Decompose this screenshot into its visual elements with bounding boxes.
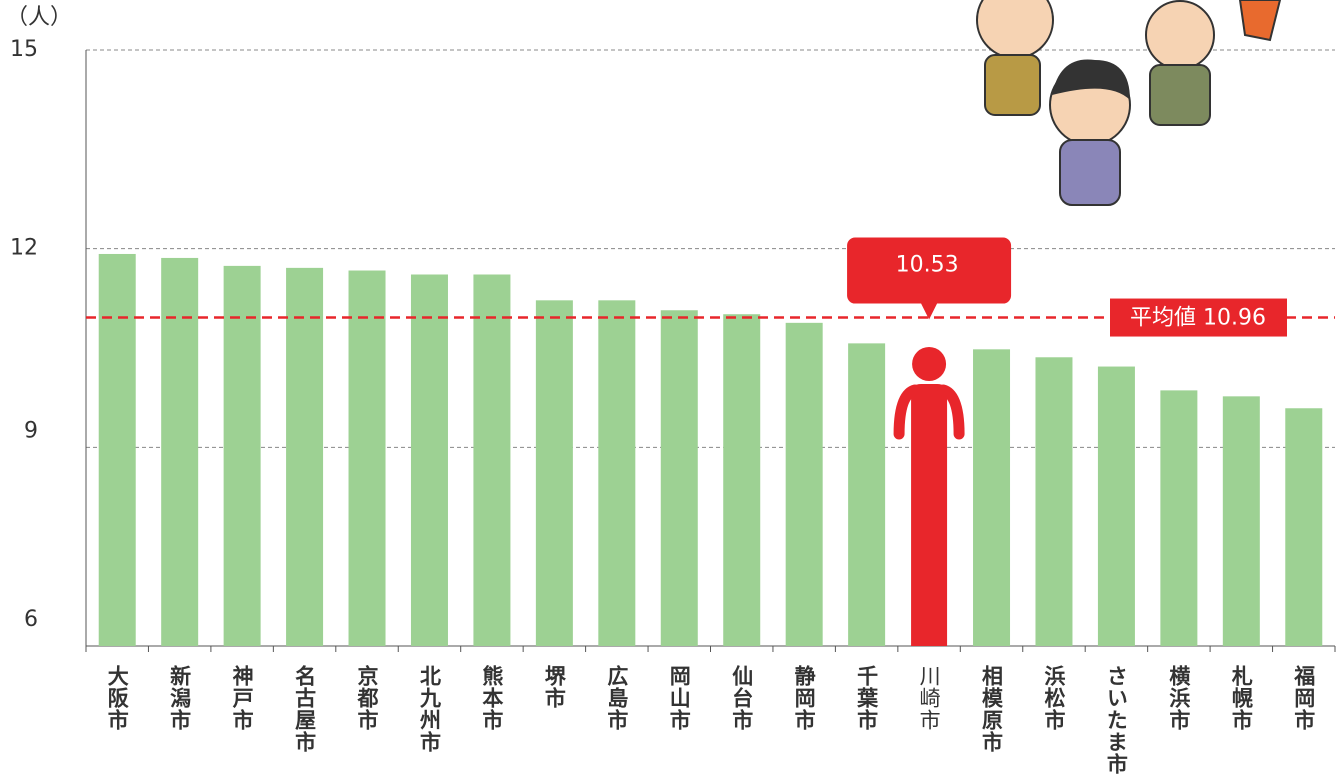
bar — [1223, 396, 1260, 646]
bar — [973, 349, 1010, 646]
bar — [1098, 367, 1135, 646]
y-axis-label: （人） — [6, 5, 72, 30]
page: {"chart_data": {"type": "bar", "y_label"… — [0, 0, 1340, 782]
x-tick-label: 福岡市 — [1292, 665, 1317, 731]
x-tick-label: 堺市 — [542, 665, 566, 709]
person-head — [912, 347, 946, 381]
callout — [847, 238, 1011, 320]
bar — [224, 266, 261, 646]
bar — [99, 254, 136, 646]
x-tick-label: 仙台市 — [730, 664, 754, 731]
chart: （人） 6 9 12 15 大阪市 新潟市 神戸市 名古屋市 京都市 北九州市 熊本市 堺市 広島市 岡山… — [0, 0, 1340, 782]
x-tick-label: 名古屋市 — [293, 664, 317, 753]
bar — [411, 274, 448, 646]
bar — [786, 323, 823, 646]
bar — [723, 314, 760, 646]
x-tick-label: 北九州市 — [417, 665, 442, 753]
y-tick-label: 12 — [10, 236, 38, 261]
x-tick-label: 京都市 — [355, 664, 380, 731]
person-body — [911, 384, 947, 646]
x-tick-label: 神戸市 — [230, 664, 254, 731]
bar — [598, 300, 635, 646]
y-tick-label: 9 — [24, 418, 38, 443]
bar — [349, 271, 386, 646]
bar — [161, 258, 198, 646]
x-tick-label: 川崎市 — [917, 665, 941, 731]
illustration — [977, 0, 1280, 205]
x-tick-label: 岡山市 — [667, 665, 691, 731]
x-tick-label: 静岡市 — [792, 664, 816, 731]
x-tick-label: 広島市 — [605, 664, 629, 731]
x-tick-label: 相模原市 — [980, 664, 1004, 753]
x-tick-label: 千葉市 — [855, 665, 880, 731]
bar — [536, 300, 573, 646]
y-tick-label: 6 — [24, 607, 38, 632]
bar — [848, 343, 885, 646]
person-bar — [899, 347, 959, 646]
bar — [661, 310, 698, 646]
x-tick-label: 大阪市 — [105, 665, 129, 731]
x-tick-label: さいたま市 — [1104, 665, 1128, 775]
average-label: 平均値 10.96 — [1130, 306, 1266, 331]
x-tick-label: 札幌市 — [1229, 664, 1254, 731]
callout-label: 10.53 — [896, 253, 959, 278]
x-tick-label: 熊本市 — [480, 664, 504, 731]
bar — [286, 268, 323, 646]
x-tick-label: 新潟市 — [168, 664, 192, 731]
y-tick-label: 15 — [10, 37, 38, 62]
bar — [1160, 390, 1197, 646]
bar — [1285, 408, 1322, 646]
x-tick-label: 浜松市 — [1042, 665, 1066, 731]
x-tick-label: 横浜市 — [1167, 665, 1191, 731]
bar — [473, 274, 510, 646]
bar — [1035, 357, 1072, 646]
